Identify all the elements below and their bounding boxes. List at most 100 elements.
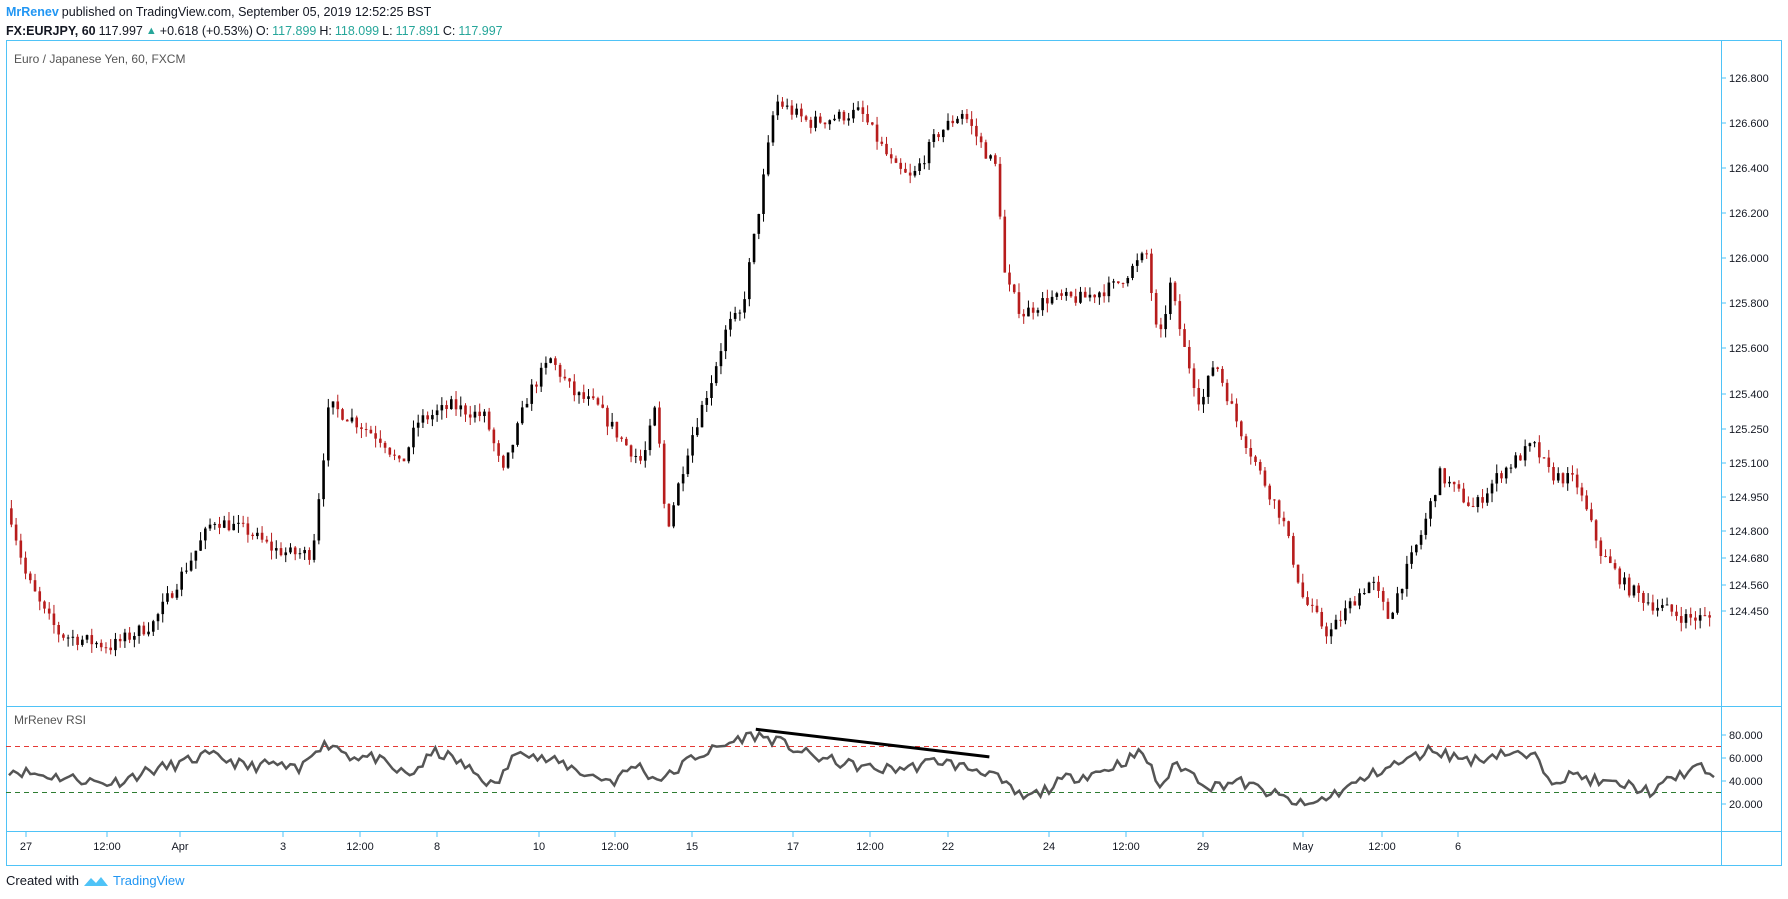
candle-body: [1031, 307, 1035, 313]
candle-body: [1315, 605, 1319, 613]
candle-body: [1613, 563, 1617, 569]
candle-body: [374, 433, 377, 439]
candle-body: [1310, 604, 1314, 606]
candle-body: [369, 429, 373, 434]
candle-body: [1381, 590, 1385, 602]
candle-body: [1627, 577, 1631, 596]
candle-body: [998, 163, 1002, 217]
candle-body: [908, 172, 912, 176]
candle-body: [1131, 265, 1134, 278]
candle-body: [1121, 283, 1125, 285]
candle-body: [10, 508, 13, 525]
candle-body: [1485, 493, 1489, 503]
candle-body: [558, 364, 562, 377]
candle-body: [885, 143, 888, 155]
candle-body: [237, 522, 240, 524]
candle-body: [1235, 403, 1238, 422]
candle-body: [554, 358, 557, 365]
candle-body: [1017, 292, 1021, 314]
candle-body: [620, 437, 623, 439]
candle-body: [1575, 474, 1579, 488]
time-tick-label: 27: [20, 841, 32, 853]
candle-body: [1249, 447, 1253, 457]
candle-body: [724, 329, 727, 352]
candle-body: [653, 407, 657, 426]
candle-body: [752, 233, 756, 263]
candle-body: [1008, 272, 1011, 285]
candle-body: [1651, 602, 1655, 611]
candle-body: [1296, 564, 1300, 583]
time-tick-label: 12:00: [93, 841, 121, 853]
candle-body: [1377, 581, 1380, 591]
candle-body: [1698, 615, 1702, 621]
time-tick-label: 12:00: [1112, 841, 1140, 853]
candle-body: [274, 548, 278, 551]
candle-body: [1022, 313, 1026, 317]
open-value: 117.899: [272, 24, 317, 38]
candle-body: [459, 405, 463, 410]
candle-body: [397, 455, 401, 459]
candle-body: [76, 636, 79, 645]
candle-body: [516, 423, 519, 445]
price-change: +0.618 (+0.53%): [159, 24, 253, 38]
chart-area[interactable]: Euro / Japanese Yen, 60, FXCM MrRenev RS…: [6, 40, 1782, 866]
candle-body: [156, 614, 160, 622]
candle-body: [388, 447, 392, 455]
candle-body: [1391, 612, 1394, 619]
candle-body: [960, 113, 964, 119]
candle-body: [416, 422, 420, 428]
candle-body: [1500, 473, 1503, 479]
candle-body: [975, 125, 978, 137]
candle-body: [1452, 481, 1456, 485]
candle-body: [104, 647, 108, 649]
candle-body: [719, 351, 723, 367]
candle-body: [667, 503, 671, 527]
candle-body: [1292, 536, 1295, 565]
candle-body: [497, 443, 500, 456]
high-label: H:: [319, 24, 332, 38]
candle-body: [256, 532, 259, 537]
candle-body: [1590, 509, 1593, 521]
candle-body: [941, 129, 945, 138]
candle-body: [743, 299, 746, 313]
candle-body: [90, 635, 94, 645]
candle-body: [208, 524, 212, 529]
candle-body: [279, 548, 283, 556]
candle-body: [1462, 488, 1465, 503]
candle-body: [1282, 517, 1286, 522]
candle-body: [1528, 443, 1532, 447]
candle-body: [1566, 473, 1570, 484]
chart-svg[interactable]: Euro / Japanese Yen, 60, FXCM MrRenev RS…: [6, 40, 1782, 866]
candle-body: [355, 417, 358, 428]
candle-body: [904, 168, 907, 173]
tradingview-link[interactable]: TradingView: [112, 873, 185, 888]
price-tick-label: 124.950: [1729, 492, 1769, 504]
time-tick-label: May: [1293, 841, 1314, 853]
candle-body: [1145, 253, 1148, 255]
candle-body: [166, 593, 169, 602]
candle-body: [615, 421, 619, 438]
candle-body: [251, 534, 254, 537]
candle-body: [1523, 446, 1527, 461]
candle-body: [1571, 473, 1574, 475]
candle-body: [681, 474, 685, 484]
author-link[interactable]: MrRenev: [6, 5, 59, 19]
rsi-axis: 80.000 60.000 40.000 20.000: [1721, 730, 1763, 811]
candle-body: [1386, 601, 1390, 619]
candle-body: [483, 411, 486, 417]
candle-body: [1367, 582, 1371, 594]
candle-body: [994, 155, 997, 164]
candle-body: [847, 118, 850, 121]
candle-body: [1117, 281, 1120, 284]
candle-body: [1623, 577, 1626, 585]
price-tick-label: 125.250: [1729, 424, 1769, 436]
open-label: O:: [255, 24, 270, 38]
candle-body: [1325, 626, 1328, 637]
candle-body: [260, 532, 264, 540]
candle-body: [932, 134, 936, 142]
candle-body: [776, 101, 780, 116]
candle-body: [1358, 593, 1361, 606]
candle-body: [341, 409, 344, 420]
candle-body: [1273, 499, 1276, 501]
price-tick-label: 126.800: [1729, 73, 1769, 85]
